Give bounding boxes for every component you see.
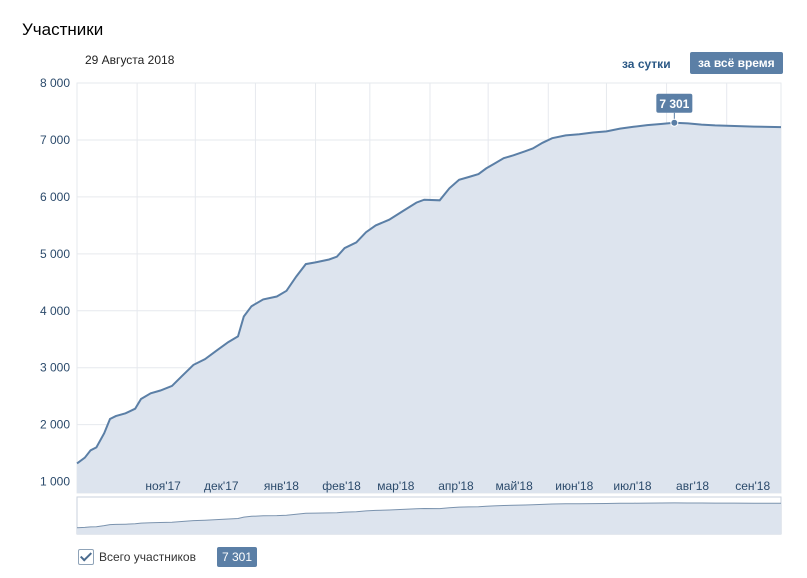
y-tick-label: 3 000 [40, 361, 70, 375]
annotation-label: 7 301 [659, 97, 689, 111]
x-tick-label: май'18 [496, 479, 534, 493]
y-axis-ticks: 1 000 2 000 3 000 4 000 5 000 6 000 7 000 8 000 [40, 76, 70, 489]
x-tick-label: фев'18 [322, 479, 361, 493]
legend-value-badge: 7 301 [216, 547, 258, 567]
chart-annotation-layer: 7 301 [656, 93, 693, 127]
x-axis-ticks: ноя'17 дек'17 янв'18 фев'18 мар'18 апр'18 май'… [145, 479, 770, 493]
x-tick-label: авг'18 [676, 479, 709, 493]
legend: Всего участников 7 301 [78, 546, 258, 568]
legend-label: Всего участников [99, 550, 196, 564]
all-time-button[interactable]: за всё время [690, 52, 783, 74]
series-area [77, 122, 781, 494]
x-tick-label: дек'17 [204, 479, 239, 493]
series-line [76, 121, 782, 465]
y-tick-label: 6 000 [40, 190, 70, 204]
x-tick-label: апр'18 [438, 479, 474, 493]
x-tick-label: сен'18 [735, 479, 770, 493]
per-day-button[interactable]: за сутки [622, 57, 671, 71]
members-chart: 1 000 2 000 3 000 4 000 5 000 6 000 7 000 8 000… [40, 76, 782, 535]
chart-area-layer [76, 121, 782, 494]
y-tick-label: 2 000 [40, 418, 70, 432]
annotation-point [670, 118, 679, 127]
x-tick-label: июн'18 [555, 479, 593, 493]
y-tick-label: 4 000 [40, 304, 70, 318]
annotation-badge [656, 93, 693, 113]
x-tick-label: ноя'17 [145, 479, 181, 493]
series-checkbox[interactable] [78, 549, 94, 565]
date-label: 29 Августа 2018 [85, 53, 175, 67]
page-title: Участники [22, 20, 104, 39]
y-tick-label: 8 000 [40, 76, 70, 90]
range-navigator [76, 496, 782, 535]
x-tick-label: янв'18 [264, 479, 299, 493]
x-tick-label: мар'18 [377, 479, 415, 493]
y-tick-label: 5 000 [40, 247, 70, 261]
x-tick-label: июл'18 [613, 479, 651, 493]
navigator-line [76, 502, 781, 529]
y-tick-label: 1 000 [40, 475, 70, 489]
y-tick-label: 7 000 [40, 133, 70, 147]
navigator-area [77, 502, 781, 534]
